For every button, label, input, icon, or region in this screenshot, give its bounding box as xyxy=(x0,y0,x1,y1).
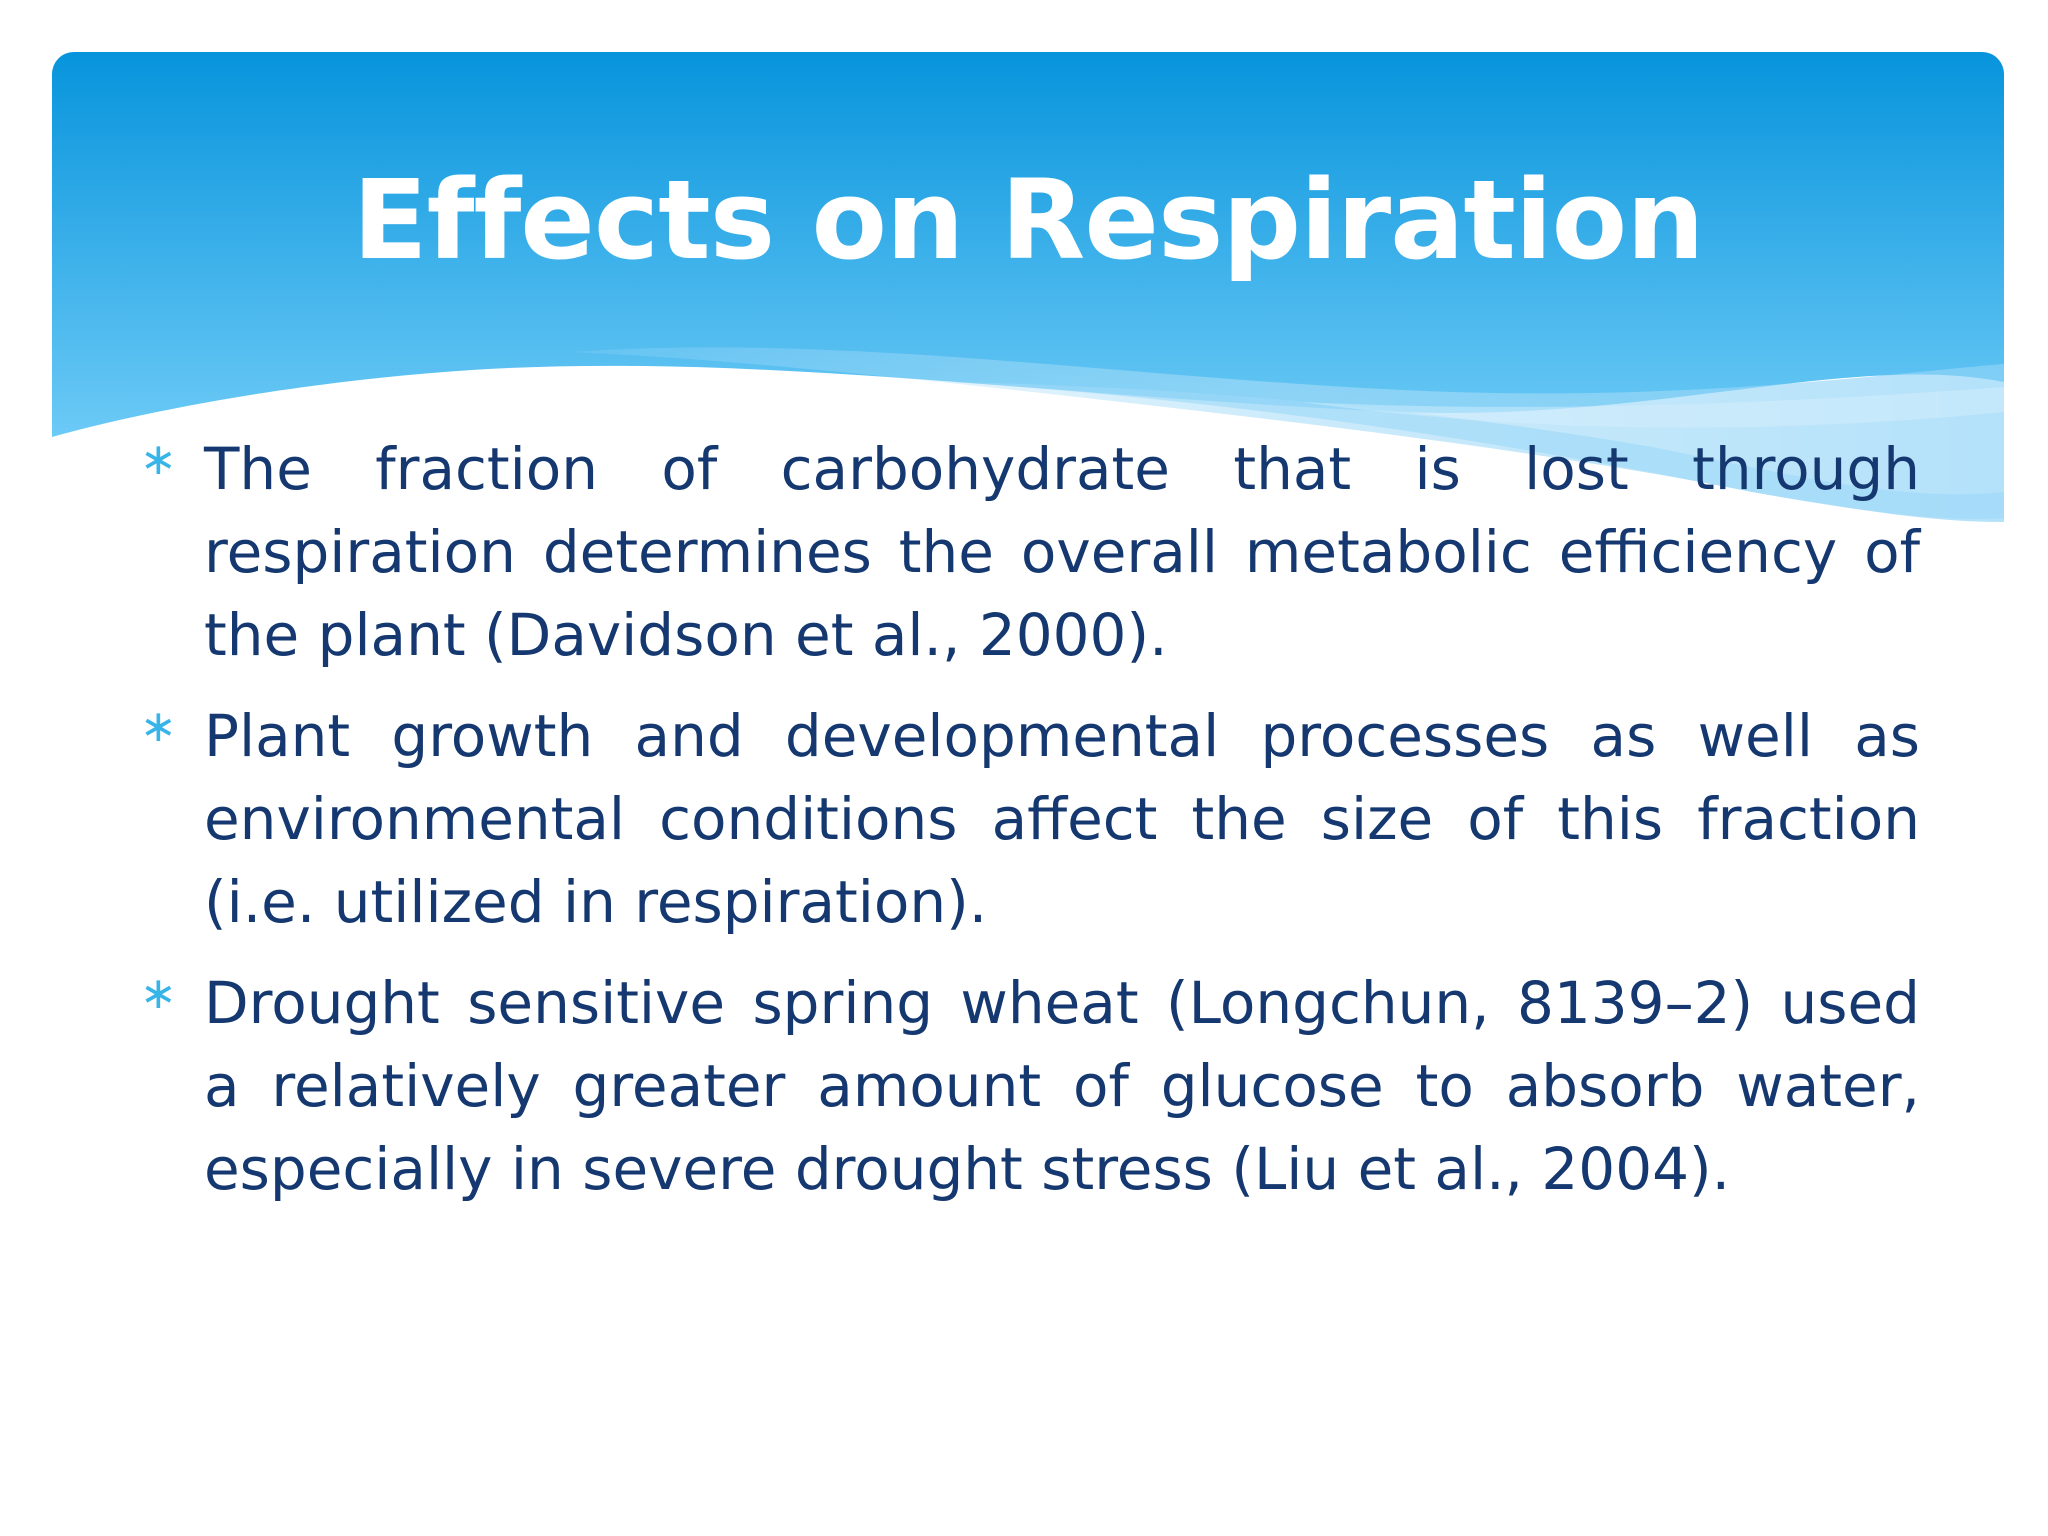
list-item: ∗ Plant growth and developmental process… xyxy=(140,695,1920,944)
asterisk-icon: ∗ xyxy=(140,701,177,752)
list-item: ∗ The fraction of carbohydrate that is l… xyxy=(140,428,1920,677)
list-item: ∗ Drought sensitive spring wheat (Longch… xyxy=(140,962,1920,1211)
bullet-text: Drought sensitive spring wheat (Longchun… xyxy=(204,969,1920,1203)
bullet-list: ∗ The fraction of carbohydrate that is l… xyxy=(140,428,1920,1229)
bullet-text: Plant growth and developmental processes… xyxy=(204,702,1920,936)
asterisk-icon: ∗ xyxy=(140,434,177,485)
header-banner xyxy=(52,52,2004,572)
slide-title: Effects on Respiration xyxy=(352,156,1704,284)
header-wave-graphic xyxy=(52,52,2004,522)
bullet-text: The fraction of carbohydrate that is los… xyxy=(204,435,1920,669)
asterisk-icon: ∗ xyxy=(140,968,177,1019)
